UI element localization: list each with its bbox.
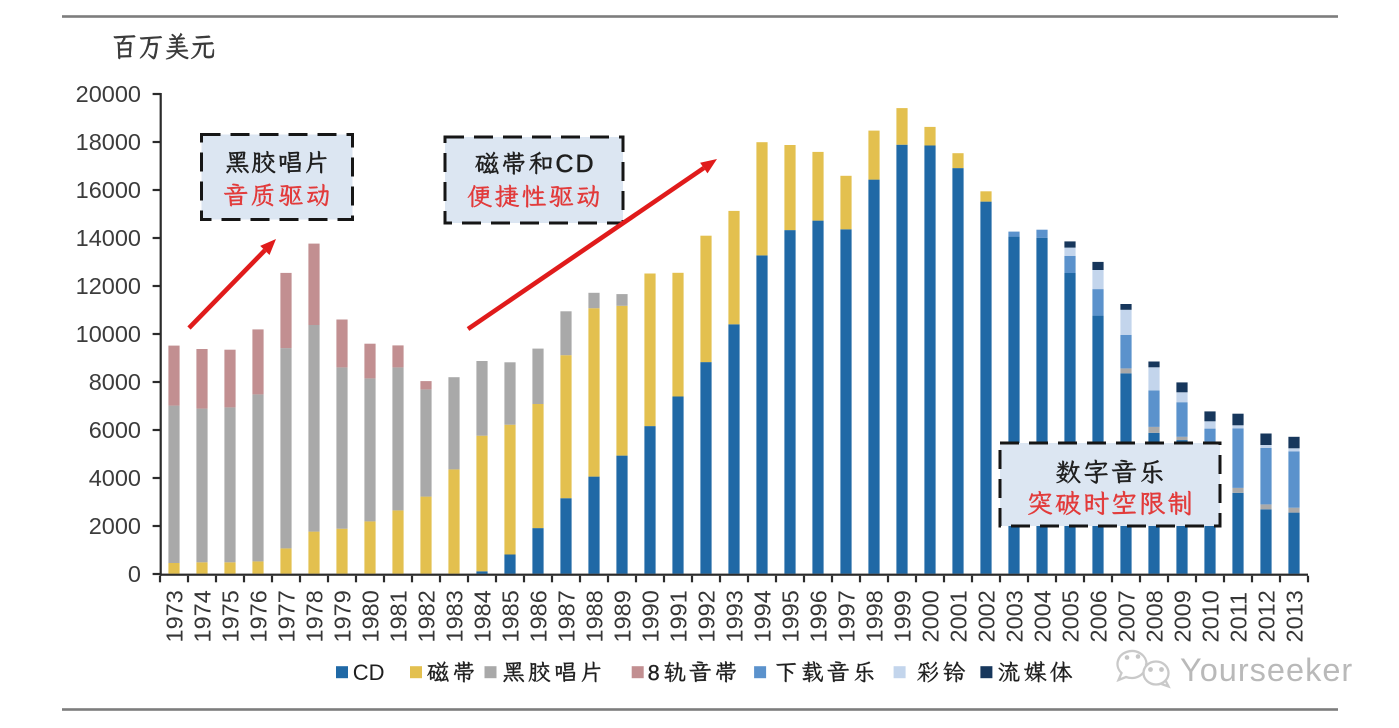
svg-text:1983: 1983 bbox=[442, 590, 468, 642]
svg-text:Yourseeker: Yourseeker bbox=[1180, 652, 1353, 688]
svg-text:10000: 10000 bbox=[76, 321, 141, 347]
svg-text:1994: 1994 bbox=[750, 590, 776, 642]
svg-text:1982: 1982 bbox=[414, 590, 440, 642]
svg-text:1999: 1999 bbox=[890, 590, 916, 642]
svg-text:2003: 2003 bbox=[1002, 590, 1028, 642]
svg-text:1998: 1998 bbox=[862, 590, 888, 642]
svg-text:2009: 2009 bbox=[1170, 590, 1196, 642]
svg-text:1992: 1992 bbox=[694, 590, 720, 642]
svg-text:6000: 6000 bbox=[89, 417, 141, 443]
svg-text:1980: 1980 bbox=[358, 590, 384, 642]
svg-text:2010: 2010 bbox=[1198, 590, 1224, 642]
svg-text:2004: 2004 bbox=[1030, 590, 1056, 642]
svg-text:2001: 2001 bbox=[946, 590, 972, 642]
svg-text:1987: 1987 bbox=[554, 590, 580, 642]
svg-text:12000: 12000 bbox=[76, 273, 141, 299]
svg-text:2000: 2000 bbox=[918, 590, 944, 642]
svg-text:1973: 1973 bbox=[162, 590, 188, 642]
svg-text:1981: 1981 bbox=[386, 590, 412, 642]
svg-text:2007: 2007 bbox=[1114, 590, 1140, 642]
svg-text:1989: 1989 bbox=[610, 590, 636, 642]
svg-text:8000: 8000 bbox=[89, 369, 141, 395]
svg-text:18000: 18000 bbox=[76, 129, 141, 155]
svg-text:2013: 2013 bbox=[1282, 590, 1308, 642]
svg-text:2002: 2002 bbox=[974, 590, 1000, 642]
svg-text:20000: 20000 bbox=[76, 81, 141, 107]
svg-text:1997: 1997 bbox=[834, 590, 860, 642]
svg-text:2006: 2006 bbox=[1086, 590, 1112, 642]
svg-text:1974: 1974 bbox=[190, 590, 216, 642]
svg-text:2008: 2008 bbox=[1142, 590, 1168, 642]
svg-text:CD: CD bbox=[353, 660, 385, 685]
svg-text:1995: 1995 bbox=[778, 590, 804, 642]
svg-text:1991: 1991 bbox=[666, 590, 692, 642]
svg-text:14000: 14000 bbox=[76, 225, 141, 251]
svg-text:1988: 1988 bbox=[582, 590, 608, 642]
svg-text:2011: 2011 bbox=[1226, 592, 1252, 643]
svg-text:1978: 1978 bbox=[302, 590, 328, 642]
svg-text:2005: 2005 bbox=[1058, 590, 1084, 642]
svg-text:1977: 1977 bbox=[274, 590, 300, 642]
svg-text:2000: 2000 bbox=[89, 513, 141, 539]
svg-text:1976: 1976 bbox=[246, 590, 272, 642]
svg-text:1984: 1984 bbox=[470, 590, 496, 642]
svg-text:1990: 1990 bbox=[638, 590, 664, 642]
svg-text:1996: 1996 bbox=[806, 590, 832, 642]
svg-text:1975: 1975 bbox=[218, 590, 244, 642]
svg-text:16000: 16000 bbox=[76, 177, 141, 203]
svg-text:0: 0 bbox=[128, 561, 141, 587]
svg-text:1985: 1985 bbox=[498, 590, 524, 642]
svg-text:1979: 1979 bbox=[330, 590, 356, 642]
svg-text:1993: 1993 bbox=[722, 590, 748, 642]
svg-text:4000: 4000 bbox=[89, 465, 141, 491]
svg-text:1986: 1986 bbox=[526, 590, 552, 642]
svg-text:2012: 2012 bbox=[1254, 590, 1280, 642]
